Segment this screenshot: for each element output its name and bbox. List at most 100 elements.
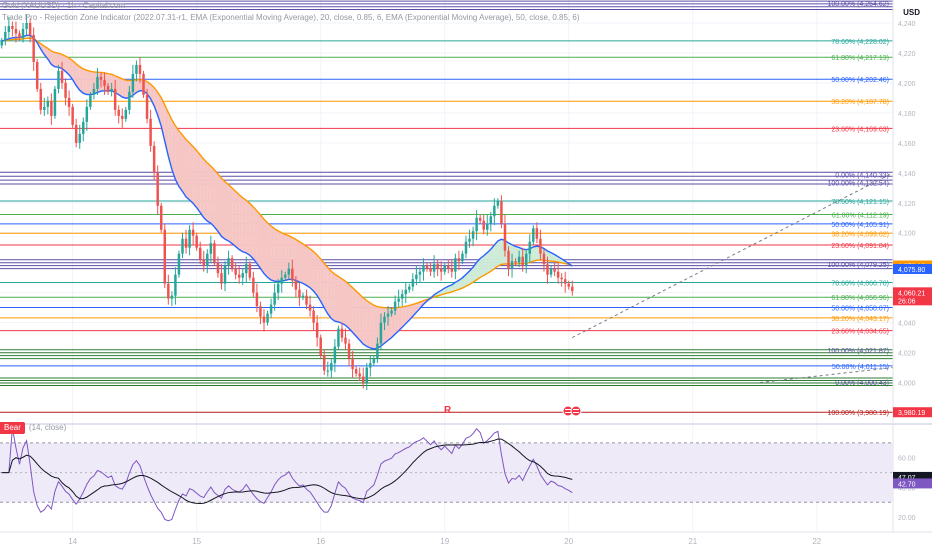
projection-line	[759, 367, 894, 384]
fib-level-label: 50.00% (4,011.15)	[832, 364, 889, 371]
candle-body	[549, 268, 553, 275]
ema-cloud-segment	[193, 146, 197, 208]
rsi-legend[interactable]: Bear (14, close)	[0, 422, 66, 434]
candle-body	[425, 265, 429, 269]
candle-body	[0, 40, 4, 46]
ema-cloud-segment	[178, 130, 183, 192]
ema-cloud-segment	[214, 169, 218, 232]
candle-body	[361, 376, 365, 383]
zone-label: 0.00% (4,140.33)	[835, 172, 889, 179]
candle-body	[21, 28, 25, 38]
rsi-badge: Bear	[0, 422, 25, 434]
fib-level-label: 50.00% (4,105.91)	[831, 222, 889, 229]
candle-body	[333, 346, 337, 364]
rejection-marker: R	[444, 405, 452, 416]
candle-body	[85, 106, 89, 122]
currency-label[interactable]: USD	[903, 8, 920, 17]
candle-body	[298, 289, 301, 298]
candle-body	[149, 118, 152, 146]
candle-body	[397, 298, 400, 302]
ema-cloud-segment	[161, 97, 165, 142]
ema-cloud-segment	[558, 256, 562, 263]
candle-body	[386, 313, 390, 317]
candle-body	[439, 268, 443, 272]
ema-cloud-segment	[221, 178, 226, 240]
candle-body	[195, 235, 198, 248]
rsi-ma-line	[1, 438, 573, 505]
rsi-line	[1, 427, 573, 522]
ema-cloud-segment	[232, 187, 236, 247]
candle-body	[262, 316, 266, 323]
ema-cloud-segment	[83, 68, 87, 95]
candle-body	[315, 322, 319, 338]
price-tick-label: 4,020	[898, 351, 916, 358]
ema-cloud-segment	[274, 228, 279, 282]
candle-body	[415, 274, 418, 280]
candle-body	[546, 264, 549, 275]
candle-body	[39, 88, 42, 110]
ema-cloud-segment	[512, 244, 516, 264]
ema-cloud-segment	[65, 56, 70, 75]
candle-body	[32, 34, 35, 62]
candle-body	[99, 76, 103, 80]
ema-cloud-segment	[352, 287, 357, 337]
candle-body	[223, 265, 227, 284]
candle-body	[308, 304, 312, 311]
candle-body	[560, 277, 563, 280]
fib-level-label: 61.80% (4,056.96)	[831, 295, 889, 302]
candle-body	[436, 264, 439, 269]
ema-cloud-segment	[90, 71, 94, 95]
candle-body	[447, 265, 450, 269]
candle-body	[273, 292, 276, 305]
candle-body	[145, 94, 149, 119]
ema-cloud-segment	[405, 305, 410, 324]
candle-body	[404, 289, 407, 295]
us-flag-event-icon[interactable]	[562, 405, 586, 417]
ema-cloud-segment	[200, 154, 204, 218]
rsi-tick-label: 20.00	[898, 515, 916, 522]
candle-body	[312, 310, 315, 323]
candle-body	[82, 121, 85, 134]
ema-cloud-segment	[363, 297, 367, 347]
ema-cloud-segment	[136, 79, 140, 93]
candle-body	[163, 229, 167, 284]
price-tag-label: 3,980.19	[898, 410, 925, 417]
price-tick-label: 4,200	[898, 81, 916, 88]
candle-body	[464, 241, 468, 254]
candle-body	[103, 79, 106, 86]
candle-body	[237, 274, 241, 278]
candle-body	[14, 28, 18, 34]
candle-body	[255, 292, 259, 307]
candle-body	[507, 250, 510, 269]
indicator-legend[interactable]: Trade Pro - Rejection Zone Indicator (20…	[2, 13, 580, 22]
ema-cloud-segment	[366, 300, 371, 348]
candle-body	[422, 265, 425, 272]
ema-cloud-segment	[338, 276, 342, 324]
candle-body	[92, 88, 96, 95]
ema-cloud-segment	[246, 200, 250, 256]
price-tick-label: 4,160	[898, 141, 916, 148]
ema-cloud-segment	[391, 307, 396, 338]
candle-body	[372, 358, 376, 364]
candle-body	[411, 279, 415, 287]
candle-body	[117, 109, 120, 116]
candle-body	[486, 223, 489, 230]
price-tag	[893, 263, 932, 274]
ema-cloud-segment	[264, 219, 268, 278]
candle-body	[301, 295, 305, 298]
candle-body	[542, 253, 546, 265]
candle-body	[25, 22, 28, 29]
ema-cloud-segment	[331, 271, 335, 322]
rsi-tick-label: 60.00	[898, 456, 916, 463]
candle-body	[284, 274, 287, 278]
price-tag-label: 4,060.21	[898, 290, 925, 297]
candle-body	[482, 220, 485, 230]
candle-body	[220, 273, 223, 284]
candle-body	[96, 76, 99, 89]
ema-cloud-segment	[260, 214, 265, 274]
candle-body	[280, 277, 283, 284]
ema-cloud-segment	[483, 252, 488, 276]
ema-cloud-segment	[175, 125, 179, 187]
candle-body	[319, 337, 322, 356]
